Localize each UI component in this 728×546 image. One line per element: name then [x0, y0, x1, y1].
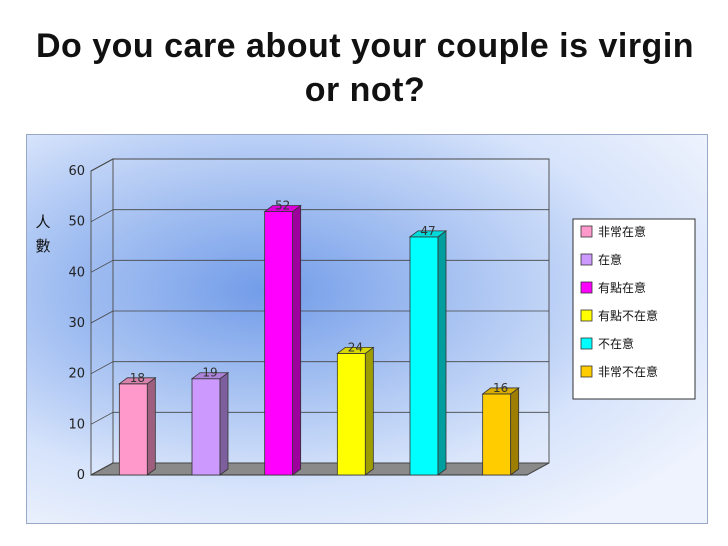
- bar: [118, 377, 157, 476]
- bar-side: [364, 346, 374, 476]
- y-axis-label-char: 人: [35, 213, 50, 231]
- bar-top: [408, 230, 448, 238]
- y-tick-label: 30: [68, 316, 85, 331]
- bar: [408, 230, 448, 476]
- legend-swatch: [580, 253, 593, 266]
- y-tick-label: 60: [68, 164, 85, 179]
- gridline-diag: [90, 209, 114, 223]
- gridline-diag: [90, 411, 114, 425]
- legend-item: 不在意: [580, 336, 634, 351]
- legend-label: 有點不在意: [598, 308, 658, 323]
- bar-top: [336, 346, 375, 354]
- data-label: 16: [493, 381, 508, 395]
- bar-front: [336, 352, 366, 476]
- chart-floor: [90, 462, 550, 476]
- bar-side: [219, 371, 229, 476]
- y-tick-label: 20: [68, 367, 85, 382]
- gridline-diag: [90, 158, 114, 172]
- legend-label: 非常不在意: [598, 364, 658, 379]
- y-axis-ticks: 0 10 20 30 40 50 60: [68, 164, 85, 483]
- legend-item: 非常不在意: [580, 364, 658, 379]
- bar-chart: 0 10 20 30 40 50 60 人數 18 19 52 24 47 16 非常在意在意有點在意…: [35, 158, 696, 483]
- bar-front: [264, 211, 294, 476]
- data-label: 24: [348, 340, 363, 354]
- y-tick-label: 0: [77, 468, 85, 483]
- bar-top: [481, 387, 520, 395]
- bar-top: [118, 377, 157, 385]
- chart-area: 0 10 20 30 40 50 60 人數 18 19 52 24 47 16 非常在意在意有點在意…: [26, 134, 708, 524]
- bar: [481, 387, 520, 476]
- legend-box: [572, 218, 696, 400]
- gridline-diag: [90, 310, 114, 324]
- legend-label: 在意: [598, 252, 622, 267]
- y-tick-label: 40: [68, 265, 85, 280]
- legend-item: 有點不在意: [580, 308, 658, 323]
- bar-front: [118, 383, 148, 476]
- y-axis-label: 人數: [35, 213, 50, 255]
- data-labels: 18 19 52 24 47 16: [130, 199, 509, 395]
- legend-swatch: [580, 225, 593, 238]
- legend-swatch: [580, 309, 593, 322]
- y-axis-label-char: 數: [35, 237, 50, 255]
- legend-item: 非常在意: [580, 224, 646, 239]
- slide-title: Do you care about your couple is virgin …: [35, 27, 695, 109]
- legend-label: 不在意: [598, 336, 634, 351]
- bar: [190, 371, 230, 476]
- legend-label: 有點在意: [598, 280, 646, 295]
- data-label: 19: [202, 366, 217, 380]
- bar-side: [146, 377, 156, 476]
- bar-top: [263, 205, 302, 212]
- gridlines: [90, 158, 549, 476]
- gridline-diag: [90, 259, 114, 273]
- bar-side: [510, 387, 520, 476]
- data-label: 18: [130, 371, 145, 385]
- y-tick-label: 50: [68, 215, 85, 230]
- bar-side: [292, 204, 302, 476]
- data-label: 52: [275, 199, 290, 213]
- bar-top: [190, 372, 230, 380]
- bar: [263, 204, 302, 476]
- bar-front: [482, 393, 512, 476]
- legend-swatch: [580, 281, 593, 294]
- legend-label: 非常在意: [598, 224, 646, 239]
- legend-item: 在意: [580, 252, 622, 267]
- chart-walls: [90, 158, 550, 476]
- legend-swatch: [580, 337, 593, 350]
- legend-item: 有點在意: [580, 280, 646, 295]
- legend-swatch: [580, 365, 593, 378]
- bar-front: [409, 236, 439, 476]
- bar-front: [191, 378, 221, 476]
- data-label: 47: [420, 224, 435, 238]
- bars: [118, 204, 520, 476]
- bar-side: [437, 230, 447, 476]
- gridline-diag: [90, 361, 114, 375]
- gridline-diag: [90, 462, 114, 476]
- bar: [336, 346, 375, 476]
- y-tick-label: 10: [68, 417, 85, 432]
